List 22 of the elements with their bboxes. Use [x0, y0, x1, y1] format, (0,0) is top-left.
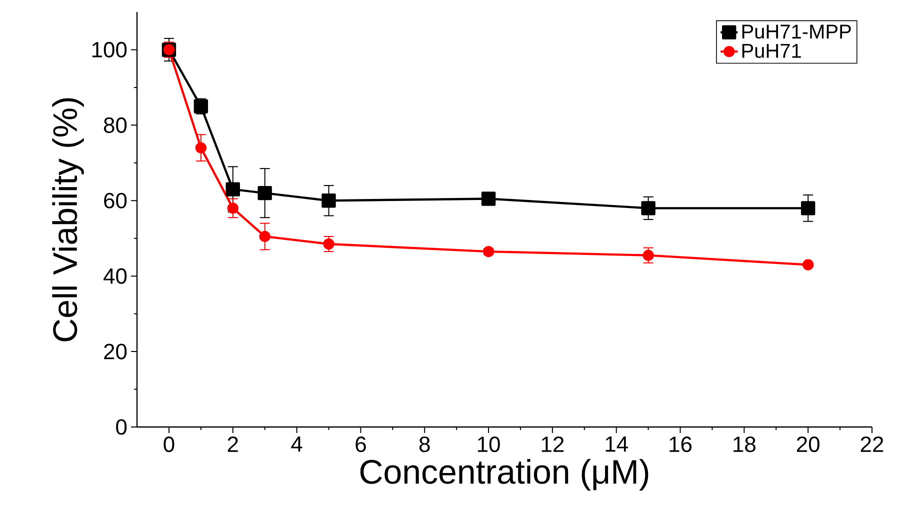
- x-tick-label: 22: [860, 436, 884, 452]
- x-tick-label: 18: [734, 436, 756, 452]
- x-tick-label: 14: [606, 436, 628, 452]
- x-tick-label: 16: [670, 436, 692, 452]
- y-tick-label: 80: [104, 117, 127, 133]
- legend-label: PuH71-MPP: [742, 24, 851, 39]
- y-tick-label: 60: [104, 192, 127, 208]
- x-tick-label: 8: [419, 436, 430, 452]
- y-tick-label: 0: [116, 419, 127, 435]
- y-tick-label: 100: [92, 42, 127, 58]
- x-tick-label: 12: [542, 436, 564, 452]
- x-tick-label: 0: [164, 436, 174, 452]
- x-tick-label: 6: [356, 436, 366, 452]
- y-axis-title: Cell Viability (%): [52, 98, 84, 342]
- x-tick-label: 4: [291, 436, 302, 452]
- x-tick-label: 10: [478, 436, 500, 452]
- x-axis-title: Concentration (μM): [360, 458, 648, 491]
- y-tick-label: 20: [104, 344, 127, 360]
- y-tick-label: 40: [104, 268, 127, 284]
- x-tick-label: 20: [796, 436, 820, 452]
- legend-label: PuH71: [742, 44, 801, 58]
- x-tick-label: 2: [228, 436, 238, 452]
